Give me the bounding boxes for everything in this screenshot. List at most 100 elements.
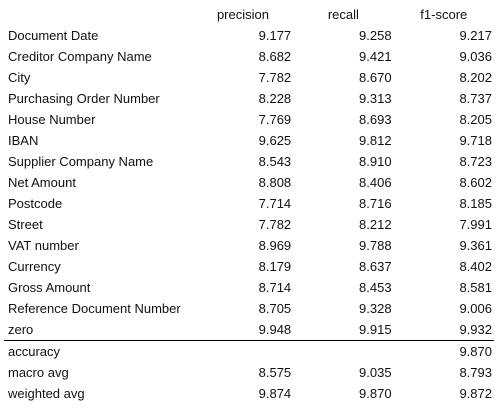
table-row: Reference Document Number 8.705 9.328 9.006	[4, 298, 494, 319]
precision-cell: 8.714	[258, 280, 292, 295]
f1-score-cell: 8.793	[459, 365, 492, 380]
recall-cell: 9.915	[359, 322, 392, 337]
recall-cell: 9.258	[359, 28, 392, 43]
f1-score-cell: 9.870	[393, 340, 494, 362]
recall-cell: 9.421	[359, 49, 392, 64]
row-label: macro avg	[8, 365, 69, 380]
table-row: Purchasing Order Number 8.228 9.313 8.737	[4, 88, 494, 109]
f1-score-cell: 9.872	[459, 386, 492, 401]
recall-cell: 8.453	[359, 280, 392, 295]
table-row: zero 9.948 9.915 9.932	[4, 319, 494, 341]
precision-cell: 9.874	[258, 386, 292, 401]
row-label: Gross Amount	[8, 280, 91, 295]
summary-row: macro avg 8.575 9.035 8.793	[4, 362, 494, 383]
precision-cell: 9.948	[258, 322, 292, 337]
table-row: Postcode 7.714 8.716 8.185	[4, 193, 494, 214]
recall-cell: 8.910	[359, 154, 392, 169]
recall-cell: 9.788	[359, 238, 392, 253]
recall-cell: 8.212	[359, 217, 392, 232]
header-precision: precision	[216, 7, 269, 22]
table-row: Net Amount 8.808 8.406 8.602	[4, 172, 494, 193]
classification-report-table: precision recall f1-score Document Date 9…	[4, 4, 494, 404]
header-recall: recall	[327, 7, 359, 22]
summary-rows: accuracy 9.870 macro avg 8.575 9.035 8.793 wei…	[4, 340, 494, 405]
row-label: Net Amount	[8, 175, 76, 190]
precision-cell: 7.782	[258, 217, 292, 232]
f1-score-cell: 9.361	[459, 238, 492, 253]
f1-score-cell: 9.932	[459, 322, 492, 337]
f1-score-cell: 8.737	[459, 91, 492, 106]
recall-cell	[293, 340, 394, 362]
recall-cell: 9.328	[359, 301, 392, 316]
recall-cell: 8.406	[359, 175, 392, 190]
table-row: City 7.782 8.670 8.202	[4, 67, 494, 88]
recall-cell: 8.637	[359, 259, 392, 274]
f1-score-cell: 7.991	[459, 217, 492, 232]
precision-cell	[192, 340, 294, 362]
row-label: accuracy	[4, 340, 193, 362]
recall-cell: 8.716	[359, 196, 392, 211]
recall-cell: 8.670	[359, 70, 392, 85]
precision-cell: 7.769	[258, 112, 292, 127]
table-row: Gross Amount 8.714 8.453 8.581	[4, 277, 494, 298]
table-row: Creditor Company Name 8.682 9.421 9.036	[4, 46, 494, 67]
table-row: IBAN 9.625 9.812 9.718	[4, 130, 494, 151]
precision-cell: 8.969	[258, 238, 292, 253]
table-row: Supplier Company Name 8.543 8.910 8.723	[4, 151, 494, 172]
f1-score-cell: 8.202	[459, 70, 492, 85]
row-label: House Number	[8, 112, 96, 127]
precision-cell: 8.682	[258, 49, 292, 64]
recall-cell: 8.693	[359, 112, 392, 127]
row-label: Creditor Company Name	[8, 49, 152, 64]
header-row: precision recall f1-score	[4, 4, 494, 25]
summary-row: weighted avg 9.874 9.870 9.872	[4, 383, 494, 404]
precision-cell: 8.705	[258, 301, 292, 316]
f1-score-cell: 8.185	[459, 196, 492, 211]
f1-score-cell: 8.205	[459, 112, 492, 127]
row-label: Supplier Company Name	[8, 154, 154, 169]
row-label: Reference Document Number	[8, 301, 181, 316]
table-header: precision recall f1-score	[4, 4, 494, 25]
summary-row: accuracy 9.870	[4, 340, 494, 362]
row-label: Currency	[8, 259, 61, 274]
row-label: City	[8, 70, 31, 85]
recall-cell: 9.870	[359, 386, 392, 401]
f1-score-cell: 8.402	[459, 259, 492, 274]
f1-score-cell: 9.718	[459, 133, 492, 148]
table-row: Street 7.782 8.212 7.991	[4, 214, 494, 235]
precision-cell: 8.543	[258, 154, 292, 169]
table-row: House Number 7.769 8.693 8.205	[4, 109, 494, 130]
table-row: Currency 8.179 8.637 8.402	[4, 256, 494, 277]
header-f1-score: f1-score	[420, 7, 468, 22]
row-label: Postcode	[8, 196, 63, 211]
row-label: Document Date	[8, 28, 99, 43]
recall-cell: 9.812	[359, 133, 392, 148]
f1-score-cell: 9.036	[459, 49, 492, 64]
f1-score-cell: 9.217	[459, 28, 492, 43]
precision-cell: 9.177	[258, 28, 292, 43]
precision-cell: 8.575	[258, 365, 292, 380]
f1-score-cell: 8.602	[459, 175, 492, 190]
row-label: weighted avg	[8, 386, 85, 401]
recall-cell: 9.035	[359, 365, 392, 380]
f1-score-cell: 9.006	[459, 301, 492, 316]
row-label: zero	[8, 322, 34, 337]
precision-cell: 8.228	[258, 91, 292, 106]
f1-score-cell: 8.581	[459, 280, 492, 295]
precision-cell: 7.782	[258, 70, 292, 85]
precision-cell: 9.625	[258, 133, 292, 148]
precision-cell: 8.179	[258, 259, 292, 274]
header-label-column	[4, 4, 193, 25]
f1-score-cell: 8.723	[459, 154, 492, 169]
row-label: VAT number	[8, 238, 79, 253]
recall-cell: 9.313	[359, 91, 392, 106]
row-label: Purchasing Order Number	[8, 91, 160, 106]
row-label: IBAN	[8, 133, 39, 148]
table-row: VAT number 8.969 9.788 9.361	[4, 235, 494, 256]
class-rows: Document Date 9.177 9.258 9.217 Creditor Com…	[4, 25, 494, 341]
row-label: Street	[8, 217, 43, 232]
precision-cell: 7.714	[258, 196, 292, 211]
precision-cell: 8.808	[258, 175, 292, 190]
table-row: Document Date 9.177 9.258 9.217	[4, 25, 494, 46]
